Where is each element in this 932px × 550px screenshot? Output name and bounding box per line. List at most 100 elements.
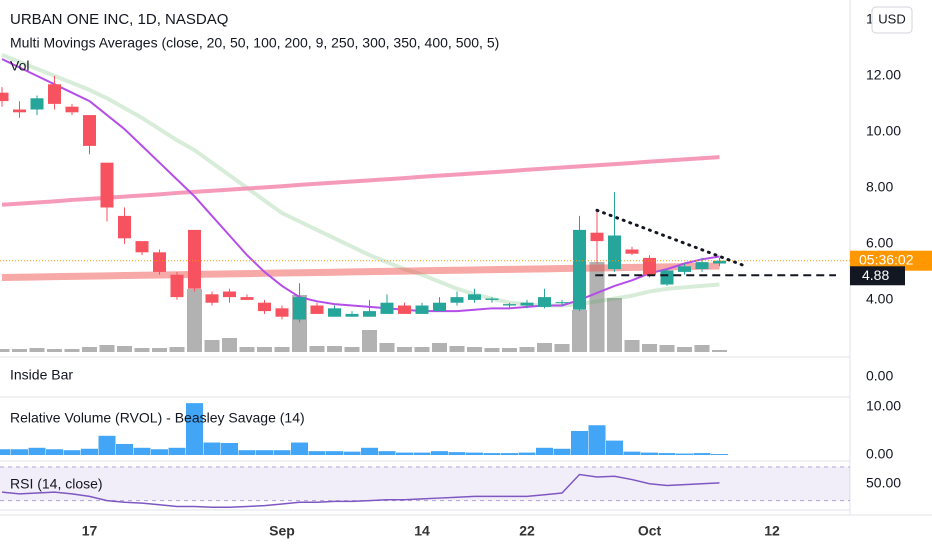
candle-body — [538, 297, 551, 307]
x-tick-label: Sep — [269, 523, 295, 539]
volume-bar — [82, 347, 97, 352]
volume-bar — [64, 349, 80, 352]
bar — [711, 454, 728, 456]
bar — [431, 451, 448, 456]
volume-bar — [554, 344, 570, 352]
bar — [343, 451, 361, 456]
bar — [221, 443, 238, 456]
bar — [571, 430, 588, 456]
candle-body — [188, 229, 201, 289]
rsi-line — [1, 473, 720, 509]
volume-bar — [502, 348, 517, 352]
currency-button[interactable] — [871, 6, 913, 34]
countdown-box — [850, 250, 932, 271]
y-tick-label: 0.00 — [866, 368, 893, 384]
bar — [588, 425, 606, 456]
candle-body — [328, 308, 341, 317]
volume-bar — [99, 345, 115, 352]
candle-body — [135, 241, 149, 253]
candle-body — [345, 313, 359, 317]
moving-average — [1, 155, 720, 207]
bar — [238, 450, 256, 456]
candle-body — [573, 229, 586, 310]
candle-body — [83, 115, 96, 146]
volume-bar — [467, 347, 482, 352]
candle-body — [153, 252, 166, 272]
volume-bar — [257, 347, 272, 352]
candle-body — [450, 297, 464, 303]
volume-bar — [712, 350, 727, 352]
y-tick-label: 0.00 — [866, 446, 893, 462]
x-tick-label: 14 — [414, 523, 430, 539]
bar — [256, 450, 273, 456]
candle-body — [433, 302, 446, 312]
moving-average — [1, 262, 720, 282]
volume-bar — [327, 346, 342, 352]
y-tick-label: 10.00 — [866, 398, 901, 414]
bar — [291, 442, 308, 456]
bar — [361, 447, 378, 456]
hline-label-box — [850, 266, 905, 286]
candle-body — [118, 215, 131, 239]
bar — [11, 449, 28, 456]
volume-bar — [152, 348, 167, 352]
volume-bar — [29, 348, 45, 352]
volume-bar — [397, 347, 412, 352]
bar — [116, 443, 133, 456]
candle-body — [310, 305, 324, 314]
bar — [676, 453, 693, 456]
candle-body — [30, 98, 44, 110]
candle-body — [48, 84, 61, 104]
bar — [518, 452, 536, 456]
volume-bar — [519, 347, 535, 352]
volume-bar — [47, 349, 62, 352]
overlays: 14.0012.0010.008.006.004.0005:36:024.881… — [82, 6, 932, 539]
bar — [203, 442, 221, 456]
volume-bar — [607, 298, 622, 352]
candle-body — [398, 305, 411, 314]
volume-bar — [362, 330, 377, 352]
candle-body — [100, 162, 114, 208]
moving-average — [1, 53, 720, 308]
y-tick-label: 8.00 — [866, 179, 893, 195]
countdown: 05:36:02 — [859, 251, 914, 267]
candle-body — [555, 302, 569, 304]
bar — [693, 453, 711, 456]
volume-legend: Vol — [10, 58, 29, 74]
bar — [396, 452, 413, 456]
candle-body — [275, 308, 289, 317]
bar — [133, 447, 151, 456]
moving-average — [1, 58, 720, 313]
volume-bar — [169, 347, 185, 352]
volume-bar — [677, 347, 692, 352]
candle-body — [660, 270, 674, 285]
x-tick-label: 12 — [764, 523, 780, 539]
bar — [606, 440, 623, 456]
bar — [413, 452, 431, 456]
volume-bar — [449, 346, 465, 352]
candle-body — [695, 262, 709, 270]
candle-body — [713, 260, 726, 264]
x-tick-label: Oct — [638, 523, 662, 539]
volume-bar — [589, 262, 605, 352]
y-tick-label: 6.00 — [866, 235, 893, 251]
candle-body — [293, 297, 306, 320]
bar — [273, 450, 291, 456]
bar — [98, 435, 116, 456]
volume-bar — [659, 345, 675, 352]
candle-body — [363, 311, 376, 317]
volume-bar — [572, 310, 587, 352]
bar — [553, 448, 571, 456]
volume-bar — [344, 347, 360, 352]
bar — [326, 451, 343, 456]
bar — [151, 449, 168, 456]
volume-bar — [537, 343, 552, 352]
candle-body — [65, 106, 79, 113]
bar — [466, 452, 483, 456]
volume-bar — [222, 338, 237, 352]
bar — [536, 447, 553, 456]
indicator-legend: Multi Movings Averages (close, 20, 50, 1… — [10, 35, 499, 51]
chart-title: URBAN ONE INC, 1D, NASDAQ — [10, 11, 228, 28]
candle-body — [13, 109, 26, 113]
